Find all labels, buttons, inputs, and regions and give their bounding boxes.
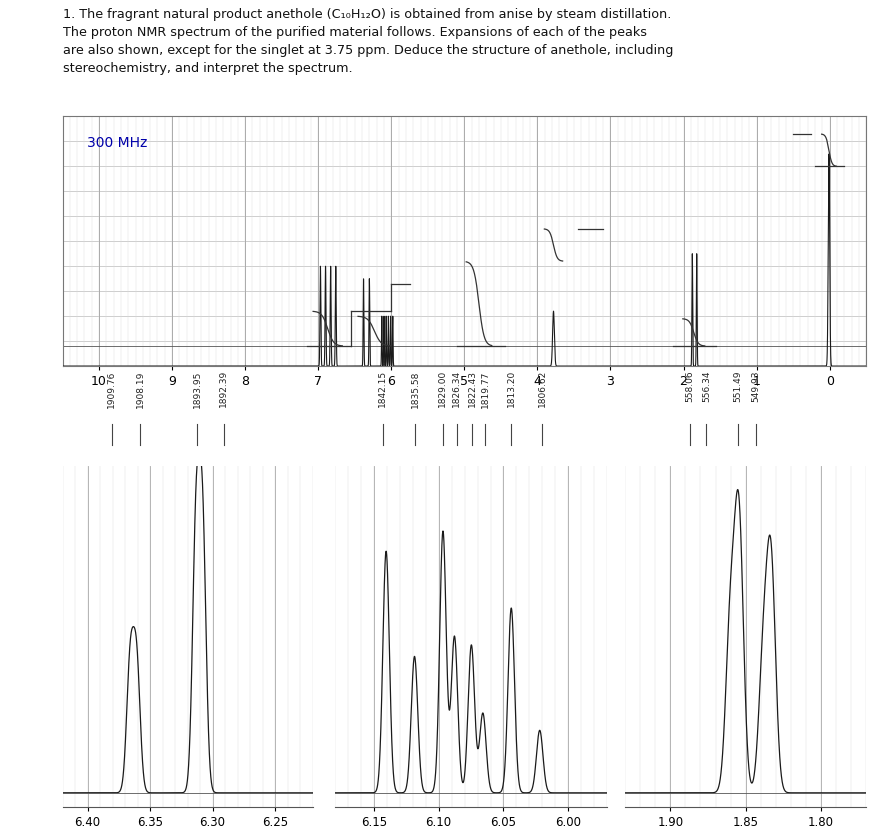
Text: 1835.58: 1835.58 [411,370,420,408]
Text: 1829.00: 1829.00 [438,370,447,408]
Text: 1908.19: 1908.19 [136,370,145,408]
Text: 1819.77: 1819.77 [480,370,490,408]
Text: 1806.62: 1806.62 [538,370,547,408]
Text: 1893.95: 1893.95 [193,370,202,408]
Text: 1813.20: 1813.20 [506,370,516,408]
Text: 1822.43: 1822.43 [468,370,477,407]
Text: 1. The fragrant natural product anethole (C₁₀H₁₂O) is obtained from anise by ste: 1. The fragrant natural product anethole… [63,8,673,76]
Text: 300 MHz: 300 MHz [87,136,147,151]
Text: 556.34: 556.34 [702,370,711,402]
Text: 549.93: 549.93 [752,370,761,402]
Text: 1892.39: 1892.39 [219,370,228,408]
Text: 1842.15: 1842.15 [379,370,388,408]
Text: 1826.34: 1826.34 [452,370,462,408]
Text: 551.49: 551.49 [734,370,743,402]
Text: 558.06: 558.06 [686,370,695,402]
Text: 1909.76: 1909.76 [107,370,116,408]
